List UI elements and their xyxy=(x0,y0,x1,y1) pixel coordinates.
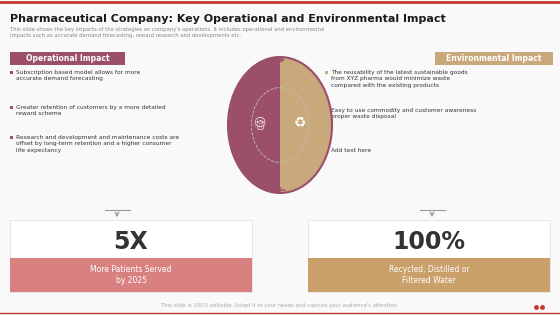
FancyBboxPatch shape xyxy=(325,71,328,74)
FancyBboxPatch shape xyxy=(10,71,13,74)
Text: Easy to use commodity and customer awareness
proper waste disposal: Easy to use commodity and customer aware… xyxy=(331,108,477,119)
FancyBboxPatch shape xyxy=(10,136,13,139)
Text: Operational Impact: Operational Impact xyxy=(26,54,109,63)
Text: More Patients Served
by 2025: More Patients Served by 2025 xyxy=(90,265,172,285)
FancyBboxPatch shape xyxy=(308,220,550,292)
FancyBboxPatch shape xyxy=(325,109,328,112)
Text: This slide is 100% editable. Adapt it to your needs and capture your audience's : This slide is 100% editable. Adapt it to… xyxy=(161,303,399,308)
Text: Recycled, Distilled or
Filtered Water: Recycled, Distilled or Filtered Water xyxy=(389,265,469,285)
Text: ♻: ♻ xyxy=(294,116,306,130)
Text: Add text here: Add text here xyxy=(331,148,371,153)
Polygon shape xyxy=(280,57,332,193)
FancyBboxPatch shape xyxy=(10,106,13,109)
Text: Environmental Impact: Environmental Impact xyxy=(446,54,542,63)
FancyBboxPatch shape xyxy=(10,52,125,65)
Text: Subscription based model allows for more
accurate demand forecasting: Subscription based model allows for more… xyxy=(16,70,140,81)
FancyBboxPatch shape xyxy=(435,52,553,65)
Text: ⚇: ⚇ xyxy=(254,116,266,130)
Text: 100%: 100% xyxy=(393,230,465,254)
Text: Greater retention of customers by a more detailed
reward scheme: Greater retention of customers by a more… xyxy=(16,105,166,117)
Text: Pharmaceutical Company: Key Operational and Environmental Impact: Pharmaceutical Company: Key Operational … xyxy=(10,14,446,24)
Text: This slide shows the key impacts of the strategies on company's operations. It i: This slide shows the key impacts of the … xyxy=(10,27,324,38)
Text: The reusability of the latest sustainable goods
from XYZ pharma would minimize w: The reusability of the latest sustainabl… xyxy=(331,70,468,88)
Text: 5X: 5X xyxy=(114,230,148,254)
FancyBboxPatch shape xyxy=(10,220,252,292)
FancyBboxPatch shape xyxy=(325,149,328,152)
FancyBboxPatch shape xyxy=(10,258,252,292)
FancyBboxPatch shape xyxy=(308,258,550,292)
Text: ☃: ☃ xyxy=(253,117,267,133)
Polygon shape xyxy=(228,57,280,193)
Text: Research and development and maintenance costs are
offset by long-term retention: Research and development and maintenance… xyxy=(16,135,179,153)
